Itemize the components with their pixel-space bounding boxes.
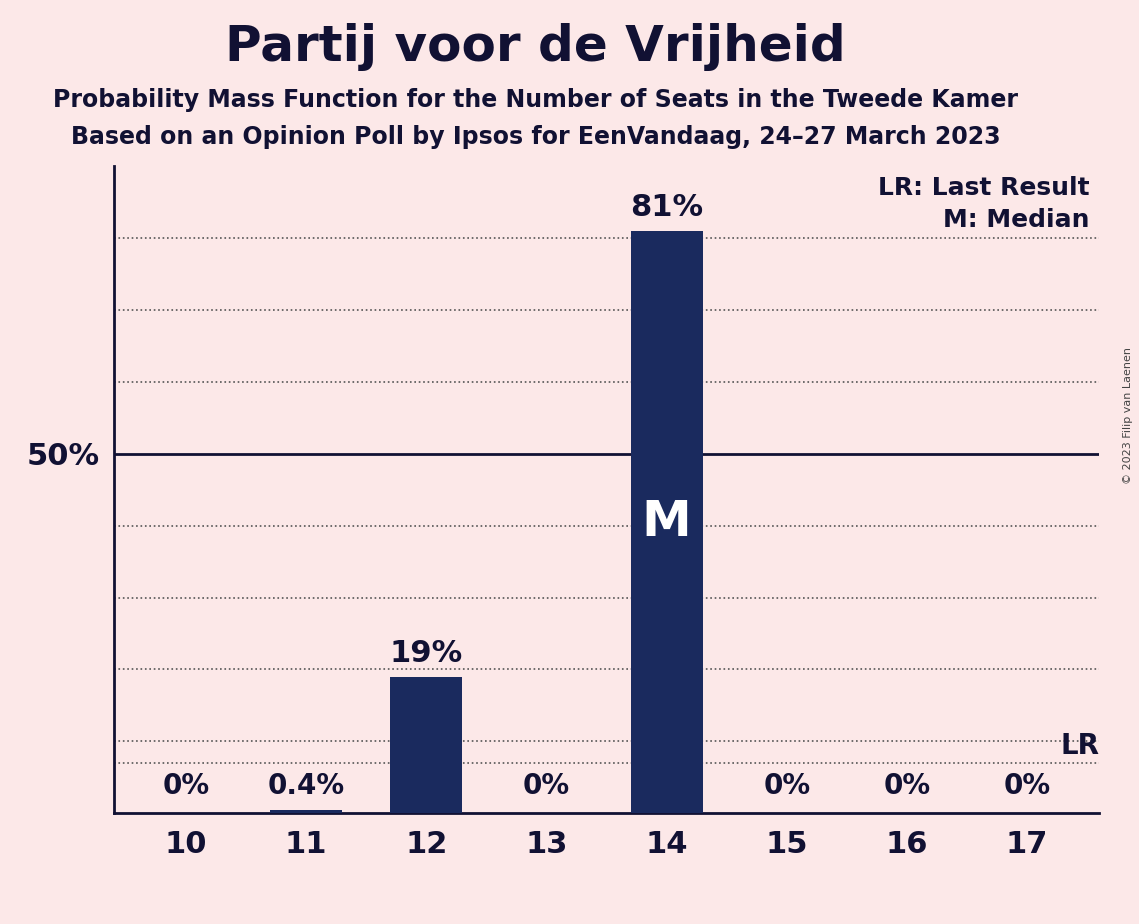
Text: 0%: 0% xyxy=(763,772,810,800)
Bar xyxy=(270,810,342,813)
Text: M: Median: M: Median xyxy=(943,208,1089,232)
Text: 0%: 0% xyxy=(523,772,570,800)
Text: 0%: 0% xyxy=(163,772,210,800)
Text: 19%: 19% xyxy=(390,639,462,668)
Text: 0%: 0% xyxy=(1003,772,1050,800)
Text: Probability Mass Function for the Number of Seats in the Tweede Kamer: Probability Mass Function for the Number… xyxy=(52,88,1018,112)
Text: LR: LR xyxy=(1060,732,1099,760)
Bar xyxy=(631,231,703,813)
Text: 81%: 81% xyxy=(630,193,703,223)
Text: © 2023 Filip van Laenen: © 2023 Filip van Laenen xyxy=(1123,347,1133,484)
Text: M: M xyxy=(641,498,691,546)
Bar xyxy=(391,676,462,813)
Text: Partij voor de Vrijheid: Partij voor de Vrijheid xyxy=(226,23,845,71)
Text: Based on an Opinion Poll by Ipsos for EenVandaag, 24–27 March 2023: Based on an Opinion Poll by Ipsos for Ee… xyxy=(71,125,1000,149)
Text: LR: Last Result: LR: Last Result xyxy=(878,176,1089,200)
Text: 0.4%: 0.4% xyxy=(268,772,345,800)
Text: 0%: 0% xyxy=(884,772,931,800)
